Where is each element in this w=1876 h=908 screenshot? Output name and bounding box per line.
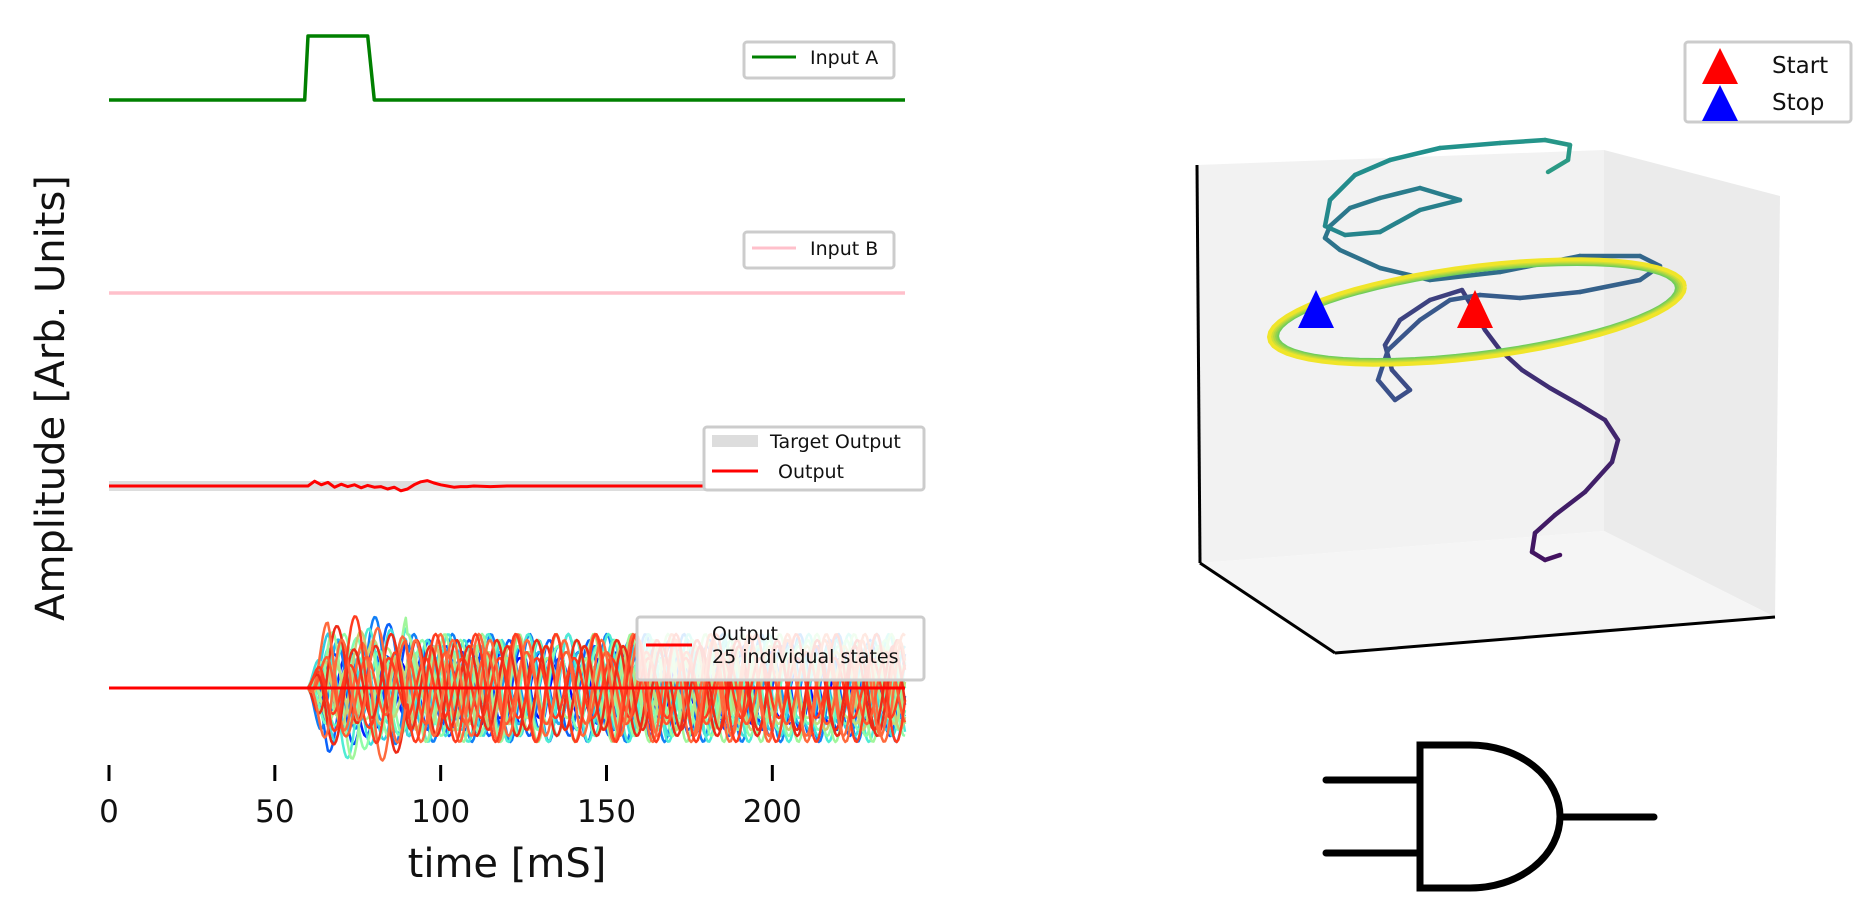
trajectory-segment bbox=[1547, 385, 1583, 408]
trajectory-segment bbox=[1387, 145, 1443, 163]
x-tick-label: 150 bbox=[577, 794, 636, 830]
trajectory-segment bbox=[1497, 137, 1548, 146]
trajectory-segment bbox=[1577, 402, 1608, 423]
trajectory-segment bbox=[1417, 185, 1463, 203]
trajectory-segment bbox=[1519, 367, 1553, 391]
trajectory-segment bbox=[1529, 549, 1548, 563]
trajectory-segment bbox=[1322, 235, 1343, 253]
trajectory-segment bbox=[1637, 253, 1663, 269]
trajectory-segment bbox=[1565, 142, 1573, 163]
trajectory-segment bbox=[1517, 289, 1583, 301]
trajectory-segment bbox=[1602, 417, 1621, 443]
trajectory-segment bbox=[1327, 172, 1358, 203]
trajectory-segment bbox=[1327, 205, 1353, 229]
stop-marker bbox=[1298, 290, 1334, 328]
z-axis-line bbox=[1195, 164, 1202, 564]
output-legend-label: Output bbox=[778, 461, 844, 483]
trajectory-segment bbox=[1545, 157, 1571, 175]
trajectory bbox=[1266, 137, 1687, 563]
trajectory-segment bbox=[1427, 269, 1503, 283]
y-axis-label: Amplitude [Arb. Units] bbox=[28, 175, 74, 621]
x-tick-label: 200 bbox=[743, 794, 802, 830]
trajectory-3d-panel: Start Stop bbox=[1195, 40, 1853, 655]
x-axis-line-3d bbox=[1334, 615, 1776, 655]
stop-legend-marker bbox=[1702, 85, 1738, 121]
trajectory-segment bbox=[1322, 223, 1348, 238]
states-panel: Output 25 individual states 0 50 100 150 200… bbox=[28, 175, 926, 887]
states-legend-line-1: Output bbox=[712, 623, 778, 645]
trajectory-segment bbox=[1609, 437, 1621, 465]
trajectory-segment bbox=[1382, 317, 1403, 348]
trajectory-segment bbox=[1477, 292, 1523, 301]
x-axis-label: time [mS] bbox=[408, 841, 607, 887]
trajectory-segment bbox=[1337, 247, 1383, 271]
states-legend-label: Output 25 individual states bbox=[712, 623, 899, 668]
and-gate-icon bbox=[1322, 741, 1658, 892]
trajectory-segment bbox=[1542, 137, 1573, 148]
stop-legend-label: Stop bbox=[1772, 90, 1824, 116]
input-a-plot bbox=[109, 34, 905, 102]
trajectory-segment bbox=[1582, 459, 1615, 495]
output-panel: Target Output Output bbox=[109, 425, 926, 493]
trajectory-segment bbox=[1342, 229, 1383, 238]
trajectory-segment bbox=[1397, 297, 1433, 323]
states-legend: Output 25 individual states bbox=[635, 615, 926, 682]
x-axis: 0 50 100 150 200 bbox=[99, 765, 802, 830]
trajectory-segment bbox=[1417, 197, 1463, 213]
input-b-panel: Input B bbox=[109, 230, 905, 295]
trajectory-segment bbox=[1417, 297, 1453, 323]
trajectory-limit-cycle bbox=[1266, 257, 1687, 367]
trajectory-segment bbox=[1542, 552, 1563, 563]
trajectory-segment bbox=[1352, 157, 1393, 178]
y-axis-line-3d bbox=[1199, 561, 1336, 655]
input-a-legend: Input A bbox=[742, 40, 896, 80]
trajectory-segment bbox=[1529, 530, 1538, 555]
trajectory-segment bbox=[1482, 327, 1503, 353]
input-b-legend: Input B bbox=[742, 230, 896, 270]
trajectory-segment bbox=[1322, 197, 1333, 229]
trajectory-segment bbox=[1577, 277, 1643, 295]
target-output-legend-label: Target Output bbox=[769, 431, 901, 453]
and-gate-body bbox=[1416, 741, 1564, 892]
input-a-panel: Input A bbox=[109, 34, 905, 102]
output-line bbox=[109, 479, 905, 493]
trajectory-segment bbox=[1392, 387, 1413, 403]
trajectory-segment bbox=[1385, 317, 1423, 353]
input-b-legend-label: Input B bbox=[810, 238, 878, 260]
start-marker bbox=[1457, 290, 1493, 328]
trajectory-segment bbox=[1437, 140, 1503, 151]
input-a-legend-label: Input A bbox=[810, 47, 878, 69]
output-legend: Target Output Output bbox=[702, 425, 926, 492]
trajectory-segment bbox=[1427, 287, 1465, 303]
trajectory-segment bbox=[1552, 489, 1588, 518]
trajectory-legend: Start Stop bbox=[1683, 40, 1853, 124]
back-pane bbox=[1197, 150, 1604, 563]
start-legend-label: Start bbox=[1772, 53, 1828, 79]
trajectory-segment bbox=[1532, 512, 1558, 536]
trajectory-segment bbox=[1389, 367, 1413, 393]
x-tick-label: 100 bbox=[411, 794, 470, 830]
x-tick-label: 0 bbox=[99, 794, 119, 830]
start-legend-marker bbox=[1702, 48, 1738, 84]
trajectory-segment bbox=[1377, 185, 1423, 201]
x-tick-label: 50 bbox=[255, 794, 294, 830]
trajectory-segment bbox=[1377, 207, 1423, 235]
states-legend-line-2: 25 individual states bbox=[712, 646, 899, 668]
floor-pane bbox=[1200, 531, 1775, 653]
input-a-line bbox=[109, 34, 905, 102]
trajectory-segment bbox=[1375, 377, 1398, 403]
trajectory-segment bbox=[1347, 195, 1383, 211]
